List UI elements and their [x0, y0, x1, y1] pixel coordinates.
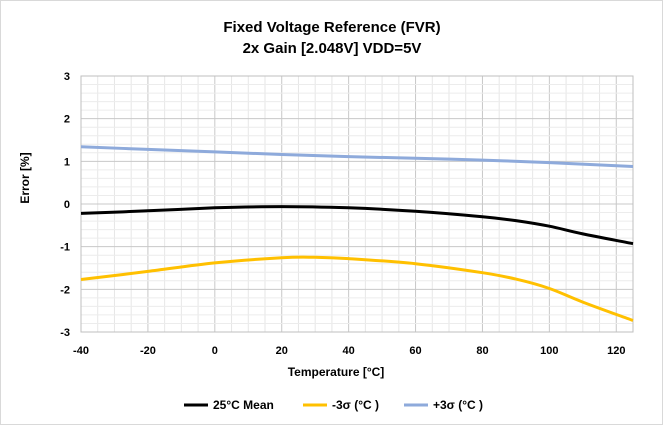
x-tick-label: 20	[276, 345, 288, 357]
series-minus-3sigma-line	[80, 255, 634, 322]
series-layer	[80, 145, 634, 322]
x-tick-label: 0	[212, 345, 218, 357]
y-tick-label: 3	[64, 71, 70, 83]
x-tick-label: 80	[476, 345, 488, 357]
x-tick-label: -20	[140, 345, 156, 357]
y-tick-label: -2	[60, 284, 70, 296]
x-tick-label: 120	[607, 345, 625, 357]
x-axis-label: Temperature [°C]	[288, 365, 385, 379]
legend-label-minus-3sigma: -3σ (°C )	[332, 398, 379, 412]
axes	[80, 75, 634, 333]
chart-title-line-2: 2x Gain [2.048V] VDD=5V	[243, 40, 422, 57]
y-tick-label: -3	[60, 327, 70, 339]
y-tick-label: 1	[64, 156, 70, 168]
legend-label-plus-3sigma: +3σ (°C )	[433, 398, 483, 412]
y-axis-label: Error [%]	[18, 152, 32, 203]
tick-labels: -40 -20 0 20 40 60 80 100 120 -3 -2 -1 0 1 2 3	[60, 71, 625, 357]
series-plus-3sigma-line	[80, 145, 634, 168]
legend-label-25c-mean: 25°C Mean	[213, 398, 274, 412]
x-tick-label: -40	[73, 345, 89, 357]
x-tick-label: 100	[540, 345, 558, 357]
grid-lines	[80, 75, 634, 333]
legend: 25°C Mean -3σ (°C ) +3σ (°C )	[184, 398, 483, 412]
plot-area-border	[80, 75, 634, 333]
x-tick-label: 60	[409, 345, 421, 357]
chart-title-line-1: Fixed Voltage Reference (FVR)	[223, 19, 440, 36]
series-25c-mean-line	[80, 205, 634, 246]
y-tick-label: 2	[64, 114, 70, 126]
y-tick-label: -1	[60, 242, 70, 254]
y-tick-label: 0	[64, 199, 70, 211]
x-tick-label: 40	[343, 345, 355, 357]
